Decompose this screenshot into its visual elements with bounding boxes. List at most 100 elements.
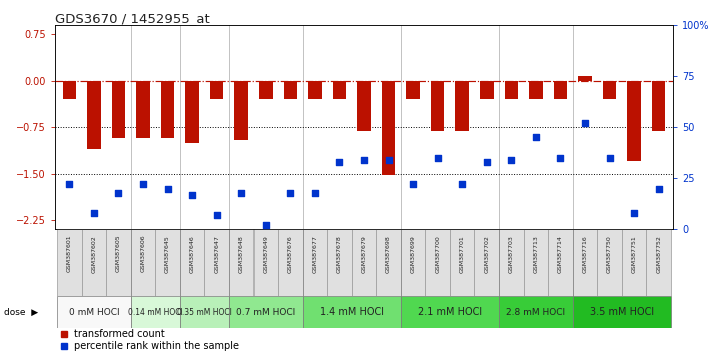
Text: GSM387750: GSM387750 [607, 235, 612, 273]
Bar [303, 297, 401, 328]
Text: transformed count: transformed count [74, 329, 165, 339]
Point [505, 157, 517, 163]
Bar [548, 229, 573, 297]
Text: GSM387676: GSM387676 [288, 235, 293, 273]
Text: GSM387648: GSM387648 [239, 235, 244, 273]
Bar [381, 81, 395, 175]
Text: 0.7 mM HOCl: 0.7 mM HOCl [236, 308, 296, 317]
Bar [234, 81, 248, 139]
Bar [57, 229, 82, 297]
Bar [106, 229, 131, 297]
Text: 0.14 mM HOCl: 0.14 mM HOCl [128, 308, 183, 317]
Bar [278, 229, 303, 297]
Bar [229, 229, 253, 297]
Text: GSM387716: GSM387716 [582, 235, 587, 273]
Bar [480, 81, 494, 99]
Bar [499, 297, 573, 328]
Bar [529, 81, 542, 99]
Point [309, 190, 321, 195]
Point [211, 212, 223, 218]
Bar [87, 81, 100, 149]
Point [88, 210, 100, 216]
Bar [401, 297, 499, 328]
Bar [628, 81, 641, 161]
Bar [136, 81, 150, 138]
Point [260, 223, 272, 228]
Text: GSM387713: GSM387713 [534, 235, 539, 273]
Point [579, 120, 591, 126]
Bar [603, 81, 617, 99]
Bar [597, 229, 622, 297]
Bar [111, 81, 125, 138]
Bar [161, 81, 174, 138]
Point [555, 155, 566, 161]
Bar [259, 81, 272, 99]
Point [481, 159, 493, 165]
Bar [425, 229, 450, 297]
Text: GSM387700: GSM387700 [435, 235, 440, 273]
Bar [155, 229, 180, 297]
Bar [131, 229, 155, 297]
Text: 3.5 mM HOCl: 3.5 mM HOCl [590, 307, 654, 317]
Bar [431, 81, 444, 131]
Text: GSM387602: GSM387602 [92, 235, 96, 273]
Bar [352, 229, 376, 297]
Text: GSM387678: GSM387678 [337, 235, 342, 273]
Bar [652, 81, 665, 131]
Point [358, 157, 370, 163]
Bar [253, 229, 278, 297]
Bar [205, 229, 229, 297]
Bar [456, 81, 469, 131]
Bar [573, 297, 671, 328]
Point [653, 186, 665, 192]
Bar [646, 229, 671, 297]
Text: GSM387751: GSM387751 [632, 235, 636, 273]
Text: dose  ▶: dose ▶ [4, 308, 38, 317]
Bar [406, 81, 420, 99]
Bar [303, 229, 327, 297]
Text: GDS3670 / 1452955_at: GDS3670 / 1452955_at [55, 12, 210, 25]
Text: 0 mM HOCl: 0 mM HOCl [68, 308, 119, 317]
Bar [229, 297, 303, 328]
Point [235, 190, 247, 195]
Text: GSM387645: GSM387645 [165, 235, 170, 273]
Text: GSM387649: GSM387649 [264, 235, 269, 273]
Bar [186, 81, 199, 143]
Bar [475, 229, 499, 297]
Text: 0.35 mM HOCl: 0.35 mM HOCl [177, 308, 232, 317]
Text: GSM387646: GSM387646 [189, 235, 194, 273]
Text: GSM387601: GSM387601 [67, 235, 72, 273]
Bar [357, 81, 371, 131]
Bar [578, 76, 592, 81]
Bar [376, 229, 401, 297]
Bar [401, 229, 425, 297]
Text: percentile rank within the sample: percentile rank within the sample [74, 341, 240, 351]
Text: GSM387752: GSM387752 [656, 235, 661, 273]
Text: GSM387702: GSM387702 [484, 235, 489, 273]
Text: GSM387714: GSM387714 [558, 235, 563, 273]
Bar [284, 81, 297, 99]
Bar [57, 297, 131, 328]
Bar [180, 297, 229, 328]
Point [137, 182, 149, 187]
Bar [327, 229, 352, 297]
Bar [180, 229, 205, 297]
Point [162, 186, 173, 192]
Point [333, 159, 345, 165]
Text: 1.4 mM HOCl: 1.4 mM HOCl [320, 307, 384, 317]
Bar [450, 229, 475, 297]
Bar [622, 229, 646, 297]
Bar [505, 81, 518, 99]
Point [530, 135, 542, 140]
Point [186, 192, 198, 198]
Bar [554, 81, 567, 99]
Point [432, 155, 443, 161]
Point [628, 210, 640, 216]
Text: GSM387677: GSM387677 [312, 235, 317, 273]
Bar [82, 229, 106, 297]
Bar [210, 81, 223, 99]
Bar [131, 297, 180, 328]
Text: GSM387703: GSM387703 [509, 235, 514, 273]
Point [383, 157, 395, 163]
Text: GSM387679: GSM387679 [362, 235, 366, 273]
